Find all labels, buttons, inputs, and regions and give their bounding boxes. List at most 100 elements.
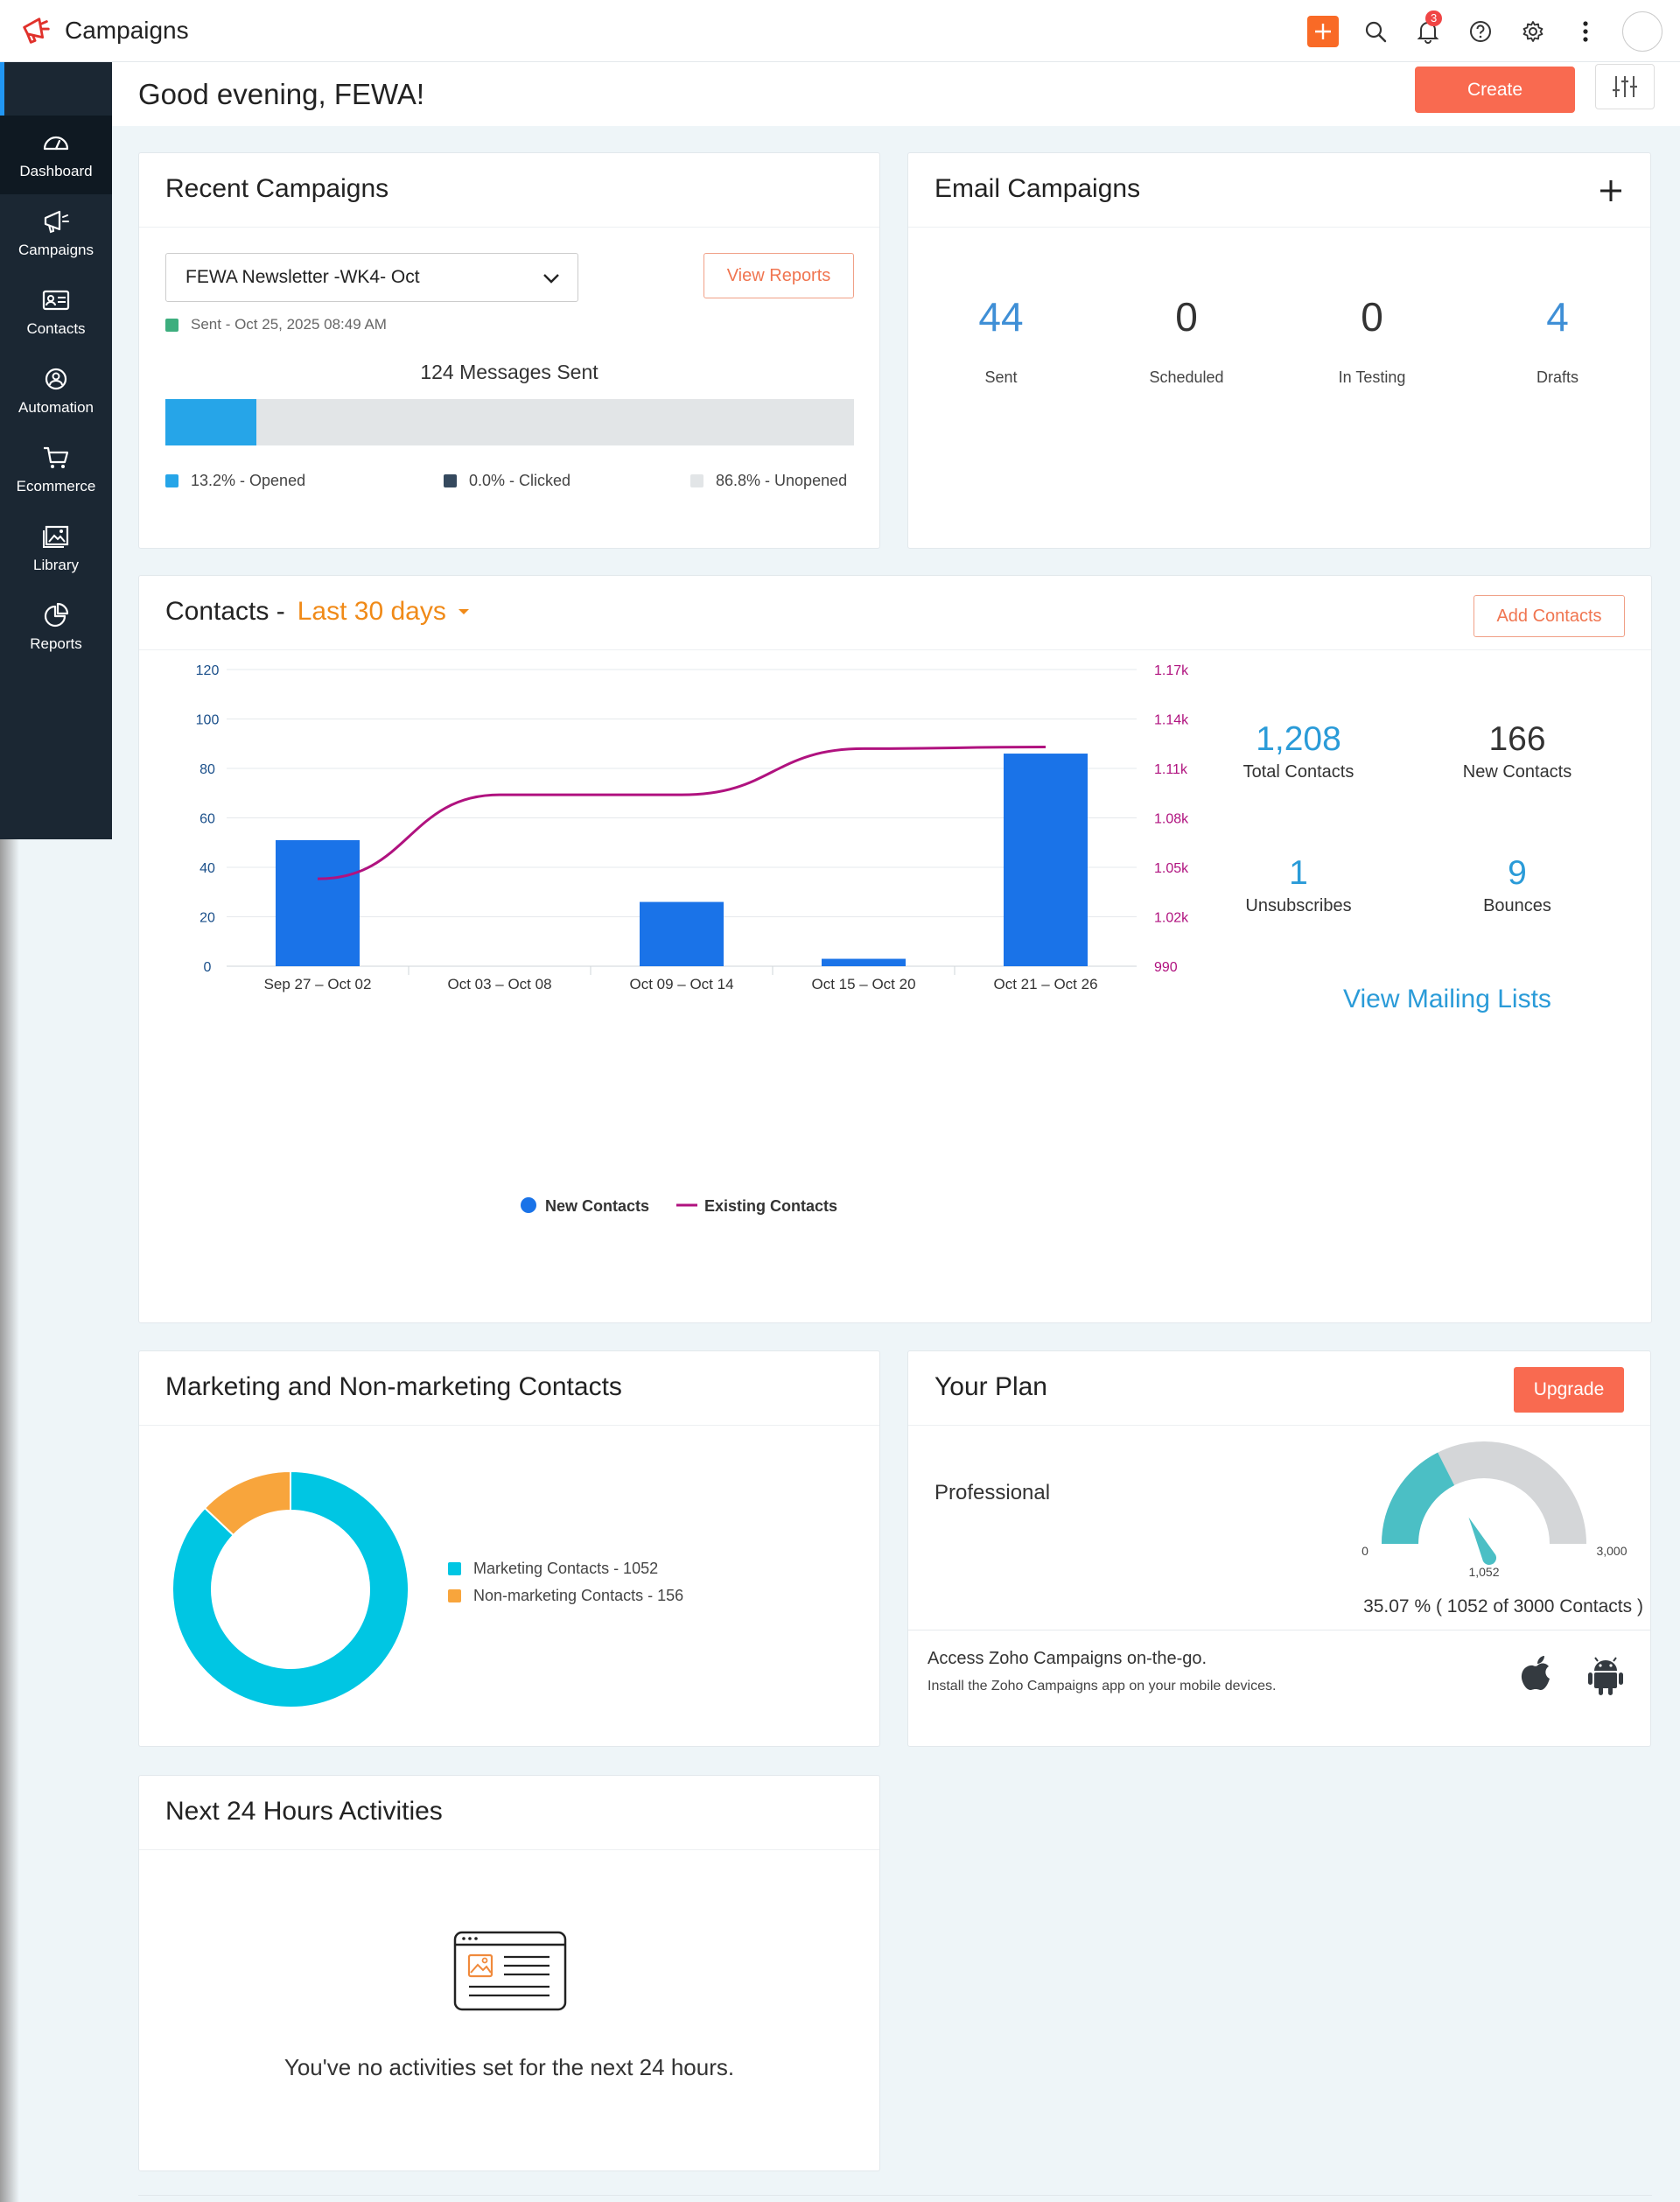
stat-scheduled[interactable]: 0 Scheduled [1094, 293, 1279, 387]
search-button[interactable] [1360, 16, 1391, 47]
marketing-slice[interactable] [172, 1469, 410, 1708]
plan-usage-gauge: 0 3,000 1,052 [1362, 1441, 1628, 1579]
stat-label: Drafts [1536, 368, 1578, 386]
sidebar-item-campaigns[interactable]: Campaigns [0, 194, 112, 273]
left-axis-tick: 20 [200, 911, 215, 926]
sidebar-item-ecommerce[interactable]: Ecommerce [0, 431, 112, 509]
legend-label: 0.0% - Clicked [469, 472, 571, 489]
mobile-app-subtitle: Install the Zoho Campaigns app on your m… [928, 1679, 1277, 1694]
caret-down-icon[interactable] [457, 607, 471, 617]
marketing-contacts-card: Marketing and Non-marketing Contacts Mar… [138, 1350, 880, 1747]
sidebar-shadow [0, 839, 19, 2202]
contacts-stat-label: Total Contacts [1242, 762, 1354, 782]
legend-label: Marketing Contacts - 1052 [473, 1560, 659, 1577]
new-contacts-bar[interactable] [1004, 754, 1088, 966]
card-divider [139, 1849, 879, 1850]
left-axis-tick: 120 [196, 663, 220, 678]
right-axis-tick: 1.05k [1154, 861, 1189, 876]
sidebar-item-contacts[interactable]: Contacts [0, 273, 112, 352]
brand[interactable]: Campaigns [19, 14, 189, 47]
legend-existing-contacts-label[interactable]: Existing Contacts [704, 1197, 837, 1215]
email-campaigns-card: Email Campaigns 44 Sent 0 Scheduled 0 In… [907, 152, 1651, 549]
add-campaign-icon[interactable] [1598, 178, 1624, 204]
apple-icon[interactable] [1518, 1653, 1557, 1697]
pie-chart-icon [44, 602, 69, 628]
x-axis-tick-label: Oct 03 – Oct 08 [447, 976, 551, 992]
campaigns-logo-icon [23, 18, 50, 44]
legend-new-contacts-label[interactable]: New Contacts [545, 1197, 649, 1215]
legend-marketing[interactable]: Marketing Contacts - 1052 [448, 1560, 658, 1578]
sidebar-active-indicator [0, 62, 4, 141]
left-axis-tick: 40 [200, 861, 215, 876]
contacts-stat-new[interactable]: 166 New Contacts [1408, 720, 1627, 782]
create-button[interactable]: Create [1415, 67, 1575, 113]
contacts-stat-total[interactable]: 1,208 Total Contacts [1189, 720, 1408, 782]
left-axis-tick: 100 [196, 713, 220, 728]
new-contacts-bar[interactable] [822, 958, 906, 966]
stat-value: 44 [978, 294, 1024, 340]
view-reports-button[interactable]: View Reports [704, 253, 854, 298]
sidebar-item-label: Automation [18, 399, 94, 416]
user-avatar[interactable] [1622, 11, 1662, 52]
right-axis-tick: 990 [1154, 960, 1178, 975]
library-icon [43, 525, 69, 548]
contacts-stat-label: Unsubscribes [1245, 896, 1352, 915]
more-options-button[interactable] [1570, 16, 1601, 47]
stat-drafts[interactable]: 4 Drafts [1465, 293, 1650, 387]
android-icon[interactable] [1586, 1653, 1625, 1697]
app-title: Campaigns [65, 17, 189, 44]
legend-new-contacts-marker [521, 1197, 536, 1213]
sent-status: Sent - Oct 25, 2025 08:49 AM [165, 316, 387, 333]
sidebar-item-automation[interactable]: Automation [0, 352, 112, 431]
email-campaigns-title: Email Campaigns [934, 174, 1141, 203]
contacts-chart: 0 20 40 60 80 100 120 990 1.02k 1.05k 1.08k 1.11k 1… [196, 663, 1189, 1215]
stat-value: 4 [1546, 294, 1569, 340]
campaign-select[interactable]: FEWA Newsletter -WK4- Oct [165, 253, 578, 302]
marketing-title: Marketing and Non-marketing Contacts [165, 1372, 622, 1401]
new-contacts-bar[interactable] [640, 901, 724, 966]
sidebar-item-label: Library [33, 557, 79, 573]
empty-activities-message: You've no activities set for the next 24… [284, 2054, 735, 2080]
sidebar-item-dashboard[interactable]: Dashboard [0, 116, 112, 194]
chevron-down-icon [543, 274, 559, 284]
settings-button[interactable] [1517, 16, 1549, 47]
stat-in-testing[interactable]: 0 In Testing [1279, 293, 1465, 387]
date-range-dropdown[interactable]: Last 30 days [297, 597, 446, 626]
sidebar-item-library[interactable]: Library [0, 509, 112, 588]
plan-name: Professional [934, 1481, 1051, 1504]
notifications-button[interactable]: 3 [1412, 10, 1444, 47]
x-axis-tick-label: Oct 09 – Oct 14 [629, 976, 733, 992]
top-bar: Campaigns 3 [0, 0, 1680, 62]
automation-icon [45, 368, 67, 390]
gauge-max-label: 3,000 [1596, 1544, 1627, 1558]
legend-label: Non-marketing Contacts - 156 [473, 1587, 684, 1604]
add-contacts-button[interactable]: Add Contacts [1474, 595, 1625, 637]
your-plan-card: Your Plan Upgrade Professional 0 3,000 1… [907, 1350, 1651, 1747]
new-contacts-bar[interactable] [276, 839, 360, 966]
sidebar-item-reports[interactable]: Reports [0, 588, 112, 667]
contacts-stat-value: 1 [1289, 854, 1308, 892]
upgrade-button[interactable]: Upgrade [1514, 1367, 1624, 1413]
right-axis-tick: 1.14k [1154, 713, 1189, 728]
legend-label: 13.2% - Opened [191, 472, 306, 489]
contacts-stat-bounces[interactable]: 9 Bounces [1408, 854, 1627, 916]
stat-value: 0 [1175, 294, 1198, 340]
legend-non-marketing[interactable]: Non-marketing Contacts - 156 [448, 1587, 683, 1605]
contacts-stat-label: New Contacts [1462, 762, 1572, 782]
help-button[interactable] [1465, 16, 1496, 47]
stat-sent[interactable]: 44 Sent [908, 293, 1094, 387]
cart-icon [44, 446, 69, 468]
legend-swatch [690, 474, 704, 487]
contacts-stat-unsubscribes[interactable]: 1 Unsubscribes [1189, 854, 1408, 916]
activities-card: Next 24 Hours Activities You've no activ… [138, 1775, 880, 2171]
contacts-card: Contacts - Last 30 days Add Contacts 0 20… [138, 575, 1652, 1323]
non-marketing-slice[interactable] [203, 1469, 291, 1537]
sidebar-item-label: Dashboard [19, 163, 93, 179]
quick-add-button[interactable] [1307, 15, 1339, 47]
legend-swatch [165, 474, 178, 487]
view-mailing-lists-link[interactable]: View Mailing Lists [1343, 985, 1551, 1013]
mobile-app-title: Access Zoho Campaigns on-the-go. [928, 1649, 1208, 1668]
customize-button[interactable] [1595, 64, 1655, 109]
greeting-text: Good evening, FEWA! [138, 78, 425, 110]
contacts-stat-value: 166 [1488, 720, 1546, 758]
